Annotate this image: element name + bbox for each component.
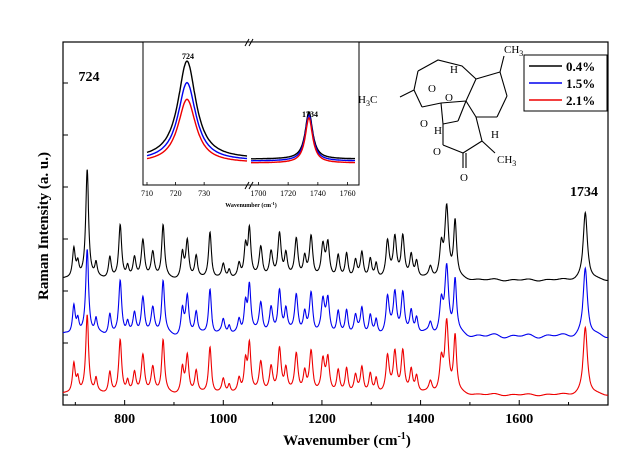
atom-label-ch3-bottom: CH3 — [497, 154, 516, 168]
peak-label-1734: 1734 — [570, 185, 598, 200]
atom-label-h-top: H — [450, 64, 458, 76]
inset-peak-label-1734: 1734 — [302, 110, 318, 119]
inset-x-tick-label-1-3: 1760 — [340, 189, 356, 198]
x-axis-label-main: Wavenumber (cm — [283, 433, 398, 449]
atom-label-o-1: O — [428, 83, 436, 95]
spectrum-line-2 — [62, 314, 608, 397]
x-axis-label: Wavenumber (cm-1) — [283, 431, 411, 449]
inset-chart: 710 720 730 1700 1720 1740 1760 724 1734 Waven… — [141, 38, 360, 209]
atom-label-h3c: H3C — [358, 94, 377, 108]
inset-line-2 — [146, 98, 355, 164]
inset-series-group — [146, 60, 355, 164]
molecule-structure — [399, 55, 508, 168]
inset-x-axis-ticks: 710 720 730 1700 1720 1740 1760 — [141, 182, 356, 198]
spectrum-line-0 — [62, 169, 608, 282]
atom-label-o-5: O — [460, 172, 468, 184]
legend-label-2: 2.1% — [566, 93, 595, 108]
inset-axis-break — [244, 38, 254, 190]
inset-x-axis-label: Wavenumber (cm-1) — [225, 201, 276, 209]
peak-label-724: 724 — [79, 70, 100, 85]
legend-label-1: 1.5% — [566, 76, 595, 91]
y-axis-label: Raman Intensity (a. u.) — [36, 152, 52, 300]
atom-label-o-4: O — [433, 146, 441, 158]
x-tick-label-2: 1200 — [308, 412, 336, 427]
x-axis-label-end: ) — [406, 433, 411, 449]
x-tick-label-3: 1400 — [407, 412, 435, 427]
atom-label-ch3-top: CH3 — [504, 44, 523, 58]
main-x-axis-ticks: 800 1000 1200 1400 1600 — [74, 400, 570, 427]
legend-label-0: 0.4% — [566, 59, 595, 74]
x-tick-label-0: 800 — [114, 412, 135, 427]
atom-label-h-left: H — [434, 125, 442, 137]
x-tick-label-4: 1600 — [505, 412, 533, 427]
x-tick-label-1: 1000 — [209, 412, 237, 427]
inset-x-tick-label-1-1: 1720 — [280, 189, 296, 198]
spectrum-line-1 — [62, 249, 608, 339]
main-series-group — [62, 169, 608, 397]
main-y-axis-ticks — [63, 82, 68, 396]
inset-x-tick-label-0-1: 720 — [170, 189, 182, 198]
inset-peak-label-724: 724 — [182, 52, 194, 61]
inset-x-tick-label-1-2: 1740 — [310, 189, 326, 198]
molecule-labels: CH3 H H3C O O O O O H CH3 H — [358, 44, 523, 184]
atom-label-h-right: H — [491, 129, 499, 141]
legend: 0.4% 1.5% 2.1% — [523, 54, 608, 112]
atom-label-o-3: O — [420, 118, 428, 130]
inset-x-tick-label-0-2: 730 — [198, 189, 210, 198]
atom-label-o-2: O — [445, 92, 453, 104]
inset-x-tick-label-1-0: 1700 — [250, 189, 266, 198]
inset-x-tick-label-0-0: 710 — [141, 189, 153, 198]
x-axis-label-sup: -1 — [397, 431, 405, 442]
